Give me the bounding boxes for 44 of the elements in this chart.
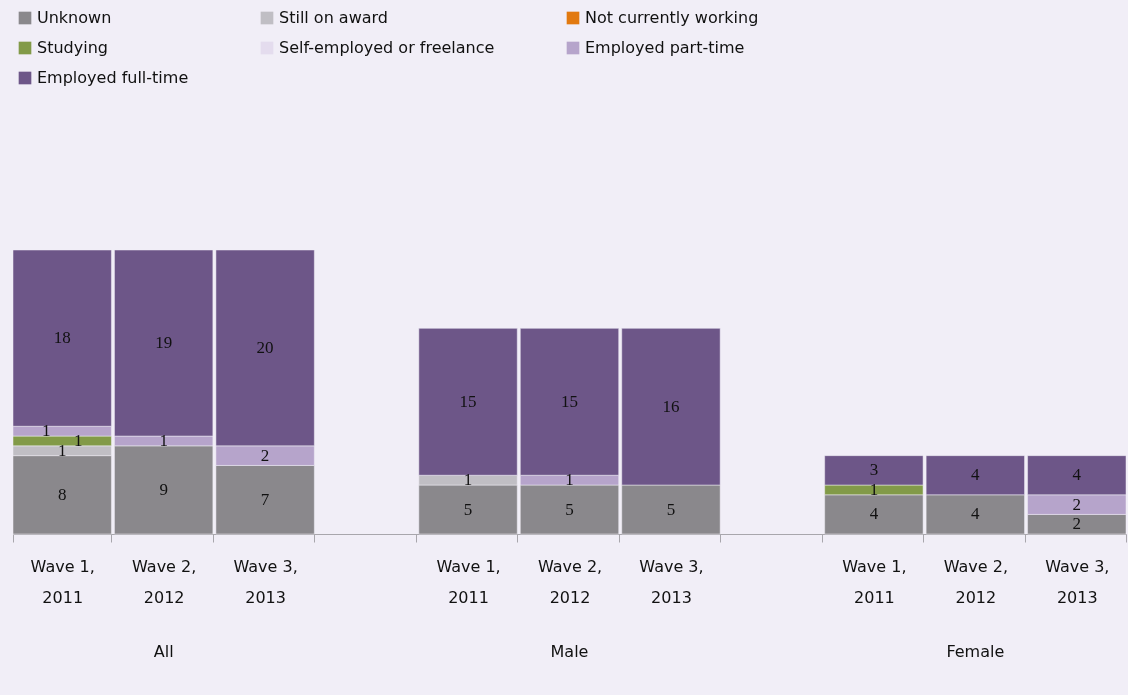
legend-label: Not currently working xyxy=(585,8,759,27)
legend-label: Unknown xyxy=(37,8,112,27)
data-label: 19 xyxy=(155,333,173,353)
x-tick-label: Wave 1, 2011 xyxy=(30,556,95,607)
data-label: 5 xyxy=(463,499,473,519)
data-label: 1 xyxy=(159,430,168,450)
x-tick-label: Wave 1, 2011 xyxy=(842,556,907,607)
x-tick-label: Wave 1, 2011 xyxy=(436,556,501,607)
text: All xyxy=(153,642,174,661)
data-label: 2 xyxy=(1072,514,1082,534)
data-label: 2 xyxy=(260,445,270,465)
legend-label: Studying xyxy=(37,38,108,57)
legend-label: Employed part-time xyxy=(585,38,745,57)
legend-label: Employed full-time xyxy=(37,68,189,87)
data-label: 3 xyxy=(869,460,879,480)
data-label: 2 xyxy=(1072,494,1082,514)
data-label: 20 xyxy=(256,337,274,357)
x-tick-label: Wave 2, 2012 xyxy=(943,556,1008,607)
data-label: 5 xyxy=(565,499,574,519)
data-label: 4 xyxy=(1072,465,1082,485)
data-label: 9 xyxy=(159,479,168,499)
data-label: 18 xyxy=(53,328,71,348)
x-tick-label: Wave 2, 2012 xyxy=(132,556,197,607)
data-label: 7 xyxy=(260,489,270,509)
data-label: 16 xyxy=(662,396,680,416)
data-label: 15 xyxy=(561,391,578,411)
data-label: 1 xyxy=(57,440,67,460)
x-tick-label: Wave 3, 2013 xyxy=(233,556,298,607)
text: Male xyxy=(550,642,589,661)
data-label: 15 xyxy=(459,391,477,411)
x-tick-label: Wave 3, 2013 xyxy=(639,556,704,607)
text: Female xyxy=(946,642,1005,661)
x-tick-label: Wave 2, 2012 xyxy=(537,556,603,607)
legend-label: Self-employed or freelance xyxy=(279,38,495,57)
x-tick-label: Wave 3, 2013 xyxy=(1045,556,1110,607)
legend-label: Still on award xyxy=(279,8,389,27)
data-label: 5 xyxy=(666,499,676,519)
data-label: 8 xyxy=(57,484,67,504)
data-label: 1 xyxy=(463,470,473,490)
data-label: 4 xyxy=(971,465,981,485)
data-label: 4 xyxy=(869,504,879,524)
data-label: 4 xyxy=(971,504,981,524)
data-label: 1 xyxy=(41,421,51,441)
data-label: 1 xyxy=(565,470,574,490)
